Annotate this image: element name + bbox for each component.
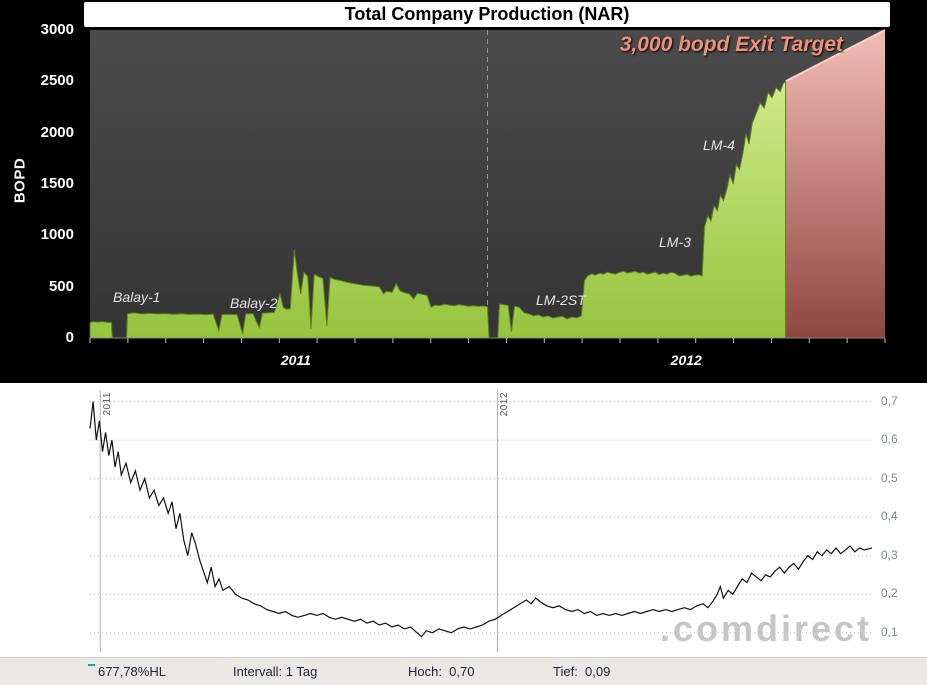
price-tick-label: 0,3	[881, 547, 898, 562]
y-tick-label: 3000	[40, 21, 74, 38]
price-tick-label: 0,1	[881, 624, 898, 639]
chart-footer: 677,78%HL Intervall: 1 Tag Hoch: 0,70 Ti…	[0, 657, 927, 685]
comdirect-watermark: .comdirect	[659, 608, 872, 649]
year-marker-label: 2012	[499, 392, 510, 417]
well-annotation: LM-4	[703, 137, 735, 153]
y-tick-label: 0	[65, 329, 74, 346]
price-tick-label: 0,7	[881, 393, 898, 408]
well-annotation: Balay-2	[230, 295, 278, 311]
y-tick-label: 2000	[40, 123, 74, 141]
price-tick-label: 0,4	[881, 509, 898, 524]
stock-plot-area: 2011 2012 .comdirect	[89, 390, 873, 652]
x-axis-year-label: 2011	[280, 352, 311, 368]
price-tick-label: 0,2	[881, 586, 898, 601]
production-plot-area: Balay-1 Balay-2 LM-2ST LM-3 LM-4 3,000 bopd …	[89, 29, 886, 343]
y-tick-label: 1000	[40, 226, 74, 244]
year-marker-label: 2011	[102, 392, 113, 416]
footer-low: Tief: 0,09	[553, 664, 611, 679]
footer-change-percent: 677,78%HL	[98, 664, 166, 679]
production-chart-section: Total Company Production (NAR) BOPD 0 500…	[0, 0, 890, 383]
footer-cursor-marker	[88, 664, 95, 666]
chart-title: Total Company Production (NAR)	[84, 2, 890, 27]
footer-interval: Intervall: 1 Tag	[233, 664, 318, 679]
well-annotation: LM-2ST	[536, 292, 586, 308]
y-axis-tick-labels: 0 500 1000 1500 2000 2500 3000	[0, 0, 84, 383]
price-tick-label: 0,5	[881, 470, 898, 485]
stock-chart-section: 2011 2012 .comdirect 0,7 0,6 0,5 0,4 0,3 0,2 0,…	[0, 383, 927, 685]
footer-high: Hoch: 0,70	[408, 664, 475, 679]
well-annotation: Balay-1	[113, 289, 161, 305]
well-annotation: LM-3	[659, 234, 691, 250]
x-axis-year-label: 2012	[670, 352, 702, 368]
production-area-chart	[89, 29, 886, 343]
stock-line-chart	[89, 390, 873, 652]
price-tick-label: 0,6	[881, 432, 898, 447]
y-tick-label: 1500	[40, 175, 74, 192]
y-tick-label: 500	[48, 277, 74, 295]
exit-target-annotation: 3,000 bopd Exit Target	[619, 33, 843, 56]
y-tick-label: 2500	[40, 72, 74, 90]
